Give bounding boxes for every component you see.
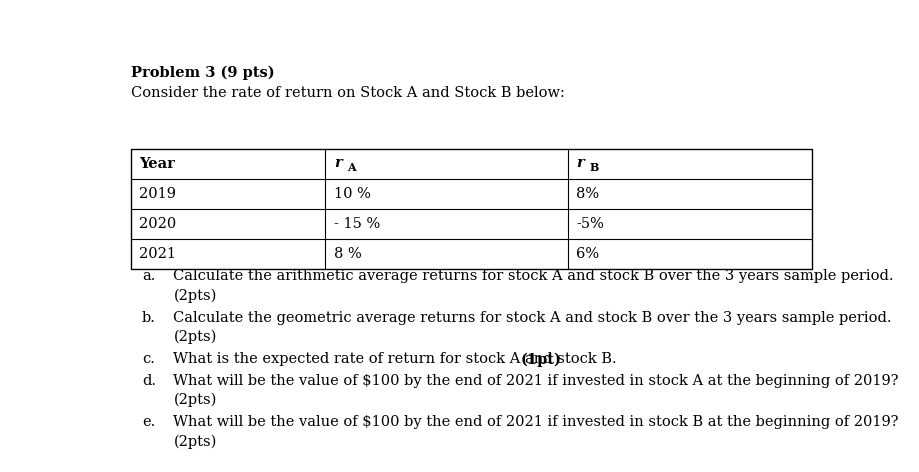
Text: (2pts): (2pts) — [174, 288, 217, 303]
Text: r: r — [575, 156, 584, 170]
Text: r: r — [334, 156, 341, 170]
Text: 8%: 8% — [575, 187, 599, 201]
Text: 6%: 6% — [575, 247, 599, 261]
Text: Problem 3 (9 pts): Problem 3 (9 pts) — [130, 66, 274, 80]
Text: 2021: 2021 — [139, 247, 176, 261]
Text: 10 %: 10 % — [334, 187, 370, 201]
Bar — [130, 149, 811, 269]
Text: Consider the rate of return on Stock A and Stock B below:: Consider the rate of return on Stock A a… — [130, 86, 564, 100]
Text: a.: a. — [142, 269, 155, 283]
Text: d.: d. — [142, 374, 156, 388]
Text: (2pts): (2pts) — [174, 329, 217, 344]
Text: B: B — [588, 162, 598, 173]
Text: What will be the value of $100 by the end of 2021 if invested in stock B at the : What will be the value of $100 by the en… — [174, 415, 898, 430]
Text: b.: b. — [142, 311, 156, 325]
Text: 2020: 2020 — [139, 217, 176, 231]
Text: A: A — [346, 162, 355, 173]
Text: 8 %: 8 % — [334, 247, 361, 261]
Text: What will be the value of $100 by the end of 2021 if invested in stock A at the : What will be the value of $100 by the en… — [174, 374, 898, 388]
Text: Calculate the geometric average returns for stock A and stock B over the 3 years: Calculate the geometric average returns … — [174, 311, 891, 325]
Text: - 15 %: - 15 % — [334, 217, 380, 231]
Text: c.: c. — [142, 352, 154, 366]
Text: (2pts): (2pts) — [174, 434, 217, 449]
Text: e.: e. — [142, 415, 155, 430]
Text: -5%: -5% — [575, 217, 604, 231]
Text: Year: Year — [139, 157, 175, 171]
Text: (2pts): (2pts) — [174, 393, 217, 407]
Text: Calculate the arithmetic average returns for stock A and stock B over the 3 year: Calculate the arithmetic average returns… — [174, 269, 893, 283]
Text: 2019: 2019 — [139, 187, 176, 201]
Text: (1pt): (1pt) — [520, 352, 562, 366]
Text: What is the expected rate of return for stock A and stock B.: What is the expected rate of return for … — [174, 352, 621, 366]
